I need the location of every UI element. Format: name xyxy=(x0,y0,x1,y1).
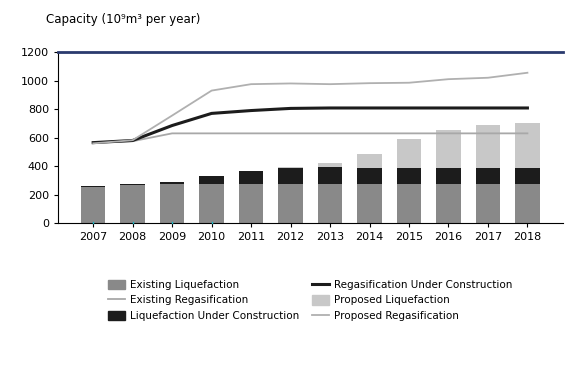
Bar xyxy=(200,176,224,183)
Bar xyxy=(436,183,461,223)
Bar xyxy=(239,183,263,223)
Bar xyxy=(476,168,500,183)
Bar xyxy=(318,167,342,183)
Bar xyxy=(160,182,184,183)
Bar xyxy=(278,167,303,168)
Bar xyxy=(121,184,145,185)
Bar xyxy=(81,187,106,223)
Bar xyxy=(278,183,303,223)
Bar xyxy=(436,130,461,168)
Bar xyxy=(357,183,382,223)
Text: Capacity (10⁹m³ per year): Capacity (10⁹m³ per year) xyxy=(46,13,201,26)
Bar xyxy=(81,186,106,187)
Bar xyxy=(476,125,500,168)
Bar xyxy=(515,168,539,183)
Bar xyxy=(476,183,500,223)
Bar xyxy=(357,154,382,168)
Bar xyxy=(397,139,421,168)
Legend: Existing Liquefaction, Existing Regasification, Liquefaction Under Construction,: Existing Liquefaction, Existing Regasifi… xyxy=(108,280,512,321)
Bar xyxy=(357,168,382,183)
Bar xyxy=(397,168,421,183)
Bar xyxy=(160,183,184,223)
Bar xyxy=(318,183,342,223)
Bar xyxy=(515,183,539,223)
Bar xyxy=(200,183,224,223)
Bar xyxy=(239,171,263,183)
Bar xyxy=(397,183,421,223)
Bar xyxy=(436,168,461,183)
Bar xyxy=(121,185,145,223)
Bar xyxy=(278,168,303,183)
Bar xyxy=(515,123,539,168)
Bar xyxy=(318,163,342,167)
